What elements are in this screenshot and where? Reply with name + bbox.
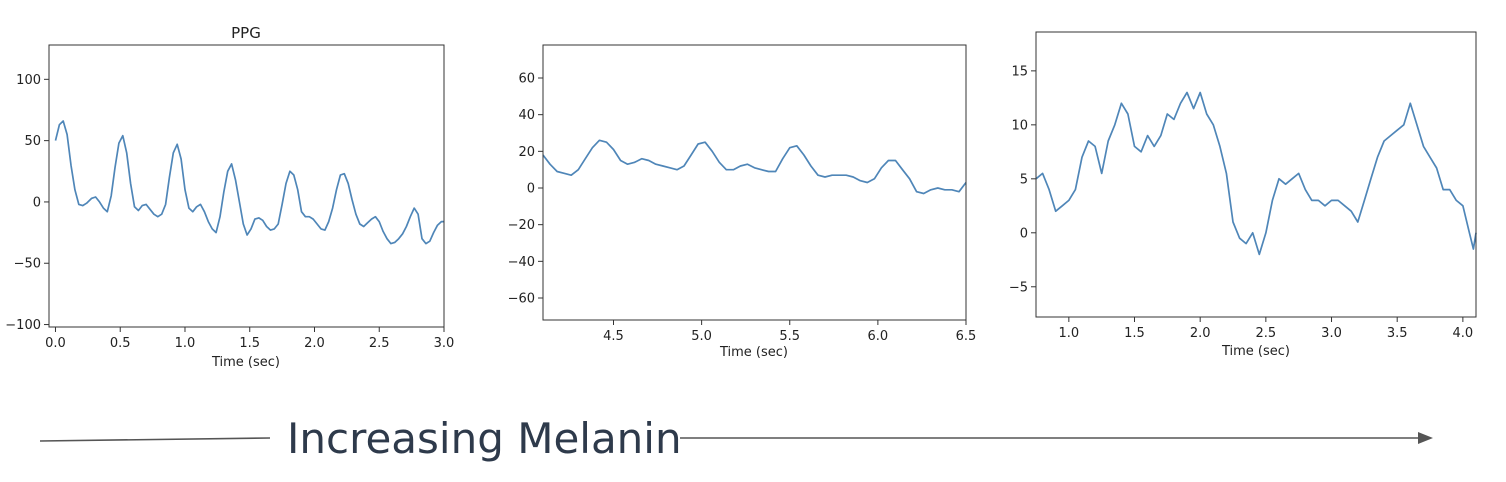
arrow-head-icon [1418, 432, 1433, 444]
tick-group: 4.5 5.0 5.5 6.0 6.5 −60 −40 −20 0 20 40 60 [508, 72, 977, 345]
ppg-series-line [542, 139, 967, 195]
y-tick-label: 5 [1020, 172, 1028, 187]
x-tick-label: 1.5 [1124, 326, 1145, 341]
x-tick-label: 6.0 [868, 329, 889, 344]
y-tick-label: 60 [518, 72, 535, 87]
y-tick-label: 40 [518, 108, 535, 123]
x-axis-label: Time (sec) [211, 355, 280, 370]
x-tick-label: 1.0 [175, 336, 196, 351]
x-tick-label: 4.0 [1453, 326, 1474, 341]
x-tick-label: 2.5 [369, 336, 390, 351]
x-tick-label: 1.0 [1058, 326, 1079, 341]
y-tick-label: 100 [16, 73, 41, 88]
x-tick-label: 2.5 [1256, 326, 1277, 341]
ppg-series-line [54, 120, 444, 245]
y-tick-label: −100 [5, 318, 41, 333]
tick-group: 0.0 0.5 1.0 1.5 2.0 2.5 3.0 −100 −50 0 50 100 [5, 73, 454, 351]
y-tick-label: 15 [1011, 64, 1028, 79]
chart-title: PPG [231, 24, 261, 42]
plot-frame [1035, 31, 1477, 318]
x-tick-label: 2.0 [1190, 326, 1211, 341]
x-tick-label: 6.5 [956, 329, 977, 344]
ppg-series-line [1035, 91, 1477, 256]
y-tick-label: −60 [508, 292, 535, 307]
arrow-left-segment [39, 437, 271, 442]
y-tick-label: 50 [24, 134, 41, 149]
x-tick-label: 3.0 [1321, 326, 1342, 341]
x-axis-label: Time (sec) [719, 345, 788, 360]
x-axis-label: Time (sec) [1221, 344, 1290, 359]
caption-text: Increasing Melanin [287, 414, 682, 463]
y-tick-label: −50 [14, 257, 41, 272]
x-tick-label: 3.5 [1387, 326, 1408, 341]
tick-group: 1.0 1.5 2.0 2.5 3.0 3.5 4.0 −5 0 5 10 15 [1009, 64, 1473, 341]
x-tick-label: 5.5 [779, 329, 800, 344]
x-tick-label: 5.0 [691, 329, 712, 344]
x-tick-label: 3.0 [434, 336, 455, 351]
y-tick-label: 0 [527, 182, 535, 197]
y-tick-label: 10 [1011, 118, 1028, 133]
x-tick-label: 4.5 [603, 329, 624, 344]
plot-frame [48, 44, 445, 328]
ppg-chart-1: PPG 0.0 0.5 1.0 1.5 2.0 2.5 3.0 −100 −50 0 50 100 T… [5, 24, 454, 370]
y-tick-label: −40 [508, 255, 535, 270]
y-tick-label: 20 [518, 145, 535, 160]
x-tick-label: 1.5 [239, 336, 260, 351]
y-tick-label: 0 [1020, 226, 1028, 241]
y-tick-label: −5 [1009, 280, 1028, 295]
x-tick-label: 0.5 [110, 336, 131, 351]
y-tick-label: −20 [508, 218, 535, 233]
melanin-arrow: Increasing Melanin [39, 414, 1433, 463]
x-tick-label: 0.0 [45, 336, 66, 351]
x-tick-label: 2.0 [304, 336, 325, 351]
ppg-chart-2: 4.5 5.0 5.5 6.0 6.5 −60 −40 −20 0 20 40 60 Time (se… [508, 44, 977, 360]
ppg-chart-3: 1.0 1.5 2.0 2.5 3.0 3.5 4.0 −5 0 5 10 15 Time (sec) [1009, 31, 1477, 359]
y-tick-label: 0 [33, 195, 41, 210]
plot-frame [542, 44, 967, 321]
